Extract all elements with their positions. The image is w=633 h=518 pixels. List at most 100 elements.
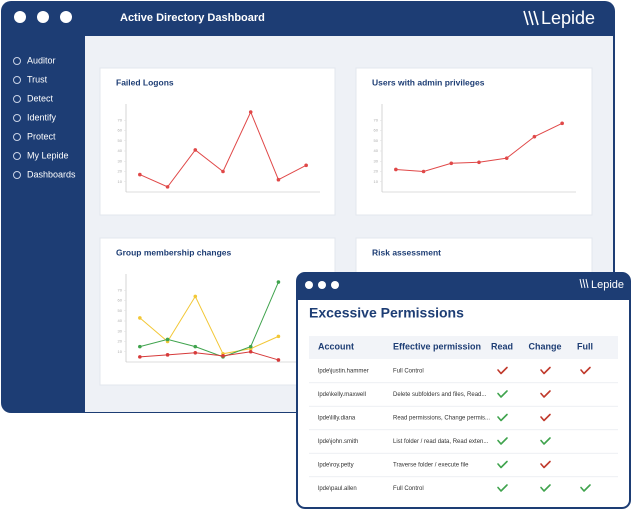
data-point (193, 294, 198, 299)
data-point (504, 156, 509, 160)
sidebar-item: Trust (27, 74, 48, 84)
y-tick-label: 10 (118, 349, 123, 354)
check-mark (497, 460, 508, 469)
y-tick-label: 30 (374, 158, 379, 163)
column-header: Full (577, 341, 593, 351)
sidebar-item: Dashboards (27, 169, 76, 179)
data-point (276, 280, 281, 284)
data-point (165, 337, 170, 342)
check-mark (497, 484, 508, 492)
data-line (139, 295, 279, 355)
data-point (138, 172, 142, 177)
card-title: Group membership changes (116, 247, 232, 257)
data-point (532, 134, 537, 139)
brand-logo (523, 10, 539, 26)
permission-cell: List folder / read data, Read exten... (393, 439, 489, 445)
y-tick-label: 40 (374, 148, 379, 153)
window-dot (318, 281, 326, 289)
sidebar-icon (13, 133, 21, 141)
y-tick-label: 40 (118, 318, 123, 323)
check-mark (540, 484, 551, 492)
permission-cell: Delete subfolders and files, Read... (393, 392, 487, 398)
brand-name: Lepide (591, 279, 624, 291)
card (355, 67, 593, 216)
data-point (193, 350, 198, 355)
data-point (193, 148, 198, 152)
sidebar-icon (13, 114, 21, 122)
card (99, 67, 336, 216)
permission-cell: Traverse folder / execute file (393, 463, 469, 469)
y-tick-label: 60 (118, 298, 123, 303)
sidebar-item: Auditor (27, 55, 56, 65)
column-header: Change (528, 341, 561, 351)
data-point (138, 344, 142, 349)
y-tick-label: 70 (118, 117, 123, 122)
check-mark (540, 460, 551, 469)
data-point (276, 358, 281, 362)
account-cell: lpde\lilly.diana (318, 416, 356, 422)
y-tick-label: 70 (374, 117, 379, 122)
y-tick-label: 20 (118, 339, 123, 344)
data-point (394, 167, 398, 172)
data-point (304, 163, 308, 168)
table-header-bg (309, 336, 618, 359)
card-title: Risk assessment (372, 247, 441, 257)
data-point (248, 349, 253, 354)
data-point (421, 169, 426, 174)
data-point (138, 316, 142, 320)
check-mark (540, 390, 551, 398)
card-title: Failed Logons (116, 77, 174, 87)
data-point (248, 344, 253, 349)
column-header: Effective permission (393, 341, 481, 351)
data-point (138, 355, 142, 359)
column-header: Account (318, 341, 354, 351)
check-mark (497, 366, 508, 375)
y-tick-label: 60 (118, 128, 123, 133)
data-point (248, 110, 253, 114)
window-dot (331, 281, 339, 289)
sidebar-item: Detect (27, 93, 54, 103)
check-mark (497, 413, 508, 422)
data-line (139, 281, 279, 358)
y-tick-label: 50 (118, 308, 123, 313)
data-point (276, 177, 281, 182)
check-mark (497, 390, 508, 398)
account-cell: lpde\kelly.maxwell (318, 392, 366, 398)
data-point (560, 121, 564, 126)
y-tick-label: 70 (118, 287, 123, 292)
popup-title: Excessive Permissions (309, 305, 464, 321)
window-dot (60, 11, 72, 23)
check-mark (540, 437, 551, 445)
window-dot (305, 281, 313, 289)
sidebar-icon (13, 152, 21, 160)
check-mark (497, 437, 508, 445)
sidebar-icon (13, 171, 21, 179)
y-tick-label: 10 (374, 179, 379, 184)
permission-cell: Full Control (393, 486, 424, 492)
window-title: Active Directory Dashboard (120, 12, 265, 24)
check-mark (580, 484, 591, 492)
check-mark (580, 366, 591, 375)
account-cell: lpde\roy.petty (318, 463, 354, 469)
y-tick-label: 30 (118, 328, 123, 333)
check-mark (540, 366, 551, 375)
y-tick-label: 40 (118, 148, 123, 153)
data-point (221, 354, 225, 358)
sidebar-item: Identify (27, 112, 57, 122)
brand-name: Lepide (541, 8, 595, 28)
data-point (165, 353, 170, 357)
account-cell: lpde\justin.hammer (318, 369, 369, 375)
sidebar-item: My Lepide (27, 150, 69, 160)
data-point (276, 334, 281, 339)
column-header: Read (491, 341, 513, 351)
data-point (221, 169, 225, 174)
window-dot (14, 11, 26, 23)
data-line (139, 351, 279, 361)
data-point (449, 161, 454, 166)
card-title: Users with admin privileges (372, 77, 485, 87)
y-tick-label: 20 (374, 169, 379, 174)
y-tick-label: 60 (374, 128, 379, 133)
data-point (193, 344, 198, 349)
sidebar-item: Protect (27, 131, 56, 141)
